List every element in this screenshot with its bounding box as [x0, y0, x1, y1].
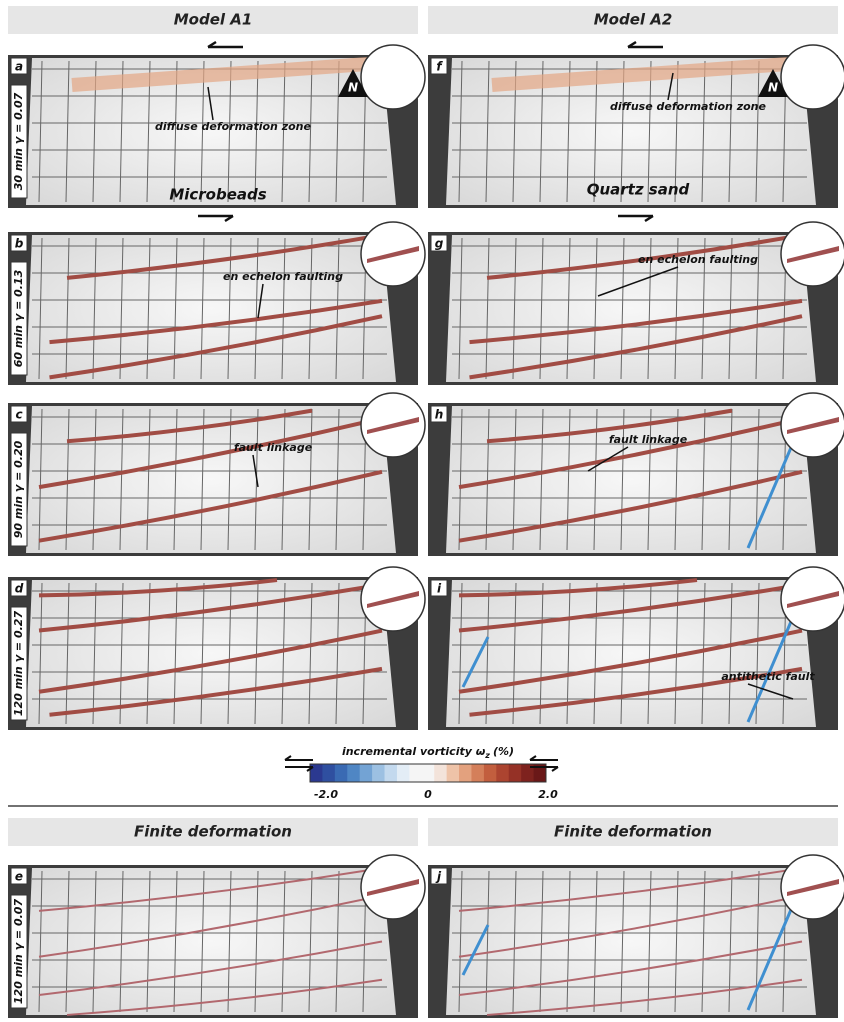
model-surface: [446, 580, 816, 727]
annotation: antithetic fault: [721, 670, 815, 683]
finite-header: Finite deformation: [554, 823, 712, 841]
panel-letter: b: [15, 237, 24, 251]
colorbar-cell: [322, 764, 335, 782]
annotation: fault linkage: [234, 441, 313, 454]
colorbar-label: -2.0: [314, 788, 338, 801]
figure: Model A1 Model A2 Finite deformation Finite…: [0, 0, 844, 1022]
shear-symbol: [285, 756, 313, 771]
rose-circle: [361, 45, 425, 109]
annotation: diffuse deformation zone: [610, 100, 766, 113]
colorbar-cell: [397, 764, 410, 782]
colorbar-cell: [509, 764, 522, 782]
shear-arrow: [198, 216, 233, 221]
colorbar-cell: [360, 764, 373, 782]
colorbar-label: 2.0: [538, 788, 558, 801]
panel-letter: g: [435, 237, 444, 251]
annotation: Microbeads: [169, 186, 266, 204]
annotation: fault linkage: [609, 433, 688, 446]
colorbar-cell: [385, 764, 398, 782]
colorbar-cell: [335, 764, 348, 782]
colorbar-cell: [459, 764, 472, 782]
colorbar-cell: [372, 764, 385, 782]
colorbar-cell: [484, 764, 497, 782]
side-label: 30 min γ = 0.07: [12, 92, 25, 190]
annotation: en echelon faulting: [223, 270, 343, 283]
panel-letter: d: [15, 582, 24, 596]
colorbar-unit: (%): [493, 745, 514, 758]
panel-letter: j: [435, 870, 442, 884]
colorbar-title-text: incremental vorticity ω: [342, 745, 486, 758]
colorbar-label: 0: [424, 788, 432, 801]
side-label: 120 min γ = 0.07: [12, 899, 25, 1005]
panel-letter: e: [15, 870, 23, 884]
rose-circle: [781, 45, 844, 109]
panel-letter: h: [435, 408, 444, 422]
colorbar-cell: [496, 764, 509, 782]
panel-letter: c: [15, 408, 22, 422]
shear-arrow: [208, 42, 243, 47]
side-label: 90 min γ = 0.20: [12, 440, 25, 538]
colorbar-cell: [471, 764, 484, 782]
side-label: 60 min γ = 0.13: [12, 269, 25, 367]
shear-arrow: [618, 216, 653, 221]
panel-letter: a: [15, 60, 23, 74]
colorbar-cell: [434, 764, 447, 782]
column-header: Model A2: [594, 11, 673, 29]
north-label: N: [768, 81, 778, 95]
colorbar-cell: [409, 764, 422, 782]
side-label: 120 min γ = 0.27: [12, 611, 25, 717]
model-surface: [26, 868, 396, 1015]
annotation: en echelon faulting: [638, 253, 758, 266]
shear-arrow: [628, 42, 663, 47]
model-surface: [446, 868, 816, 1015]
colorbar-cell: [422, 764, 435, 782]
annotation: diffuse deformation zone: [155, 120, 311, 133]
column-header: Model A1: [174, 11, 253, 29]
model-surface: [26, 580, 396, 727]
colorbar-subscript: z: [484, 751, 490, 760]
annotation: Quartz sand: [587, 181, 690, 199]
colorbar-cell: [447, 764, 460, 782]
colorbar-cell: [347, 764, 360, 782]
colorbar-title: incremental vorticity ωz(%): [342, 745, 514, 760]
page: {"columns": [{"header": "Model A1"}, {"h…: [0, 0, 844, 1022]
finite-header: Finite deformation: [134, 823, 292, 841]
north-label: N: [348, 81, 358, 95]
